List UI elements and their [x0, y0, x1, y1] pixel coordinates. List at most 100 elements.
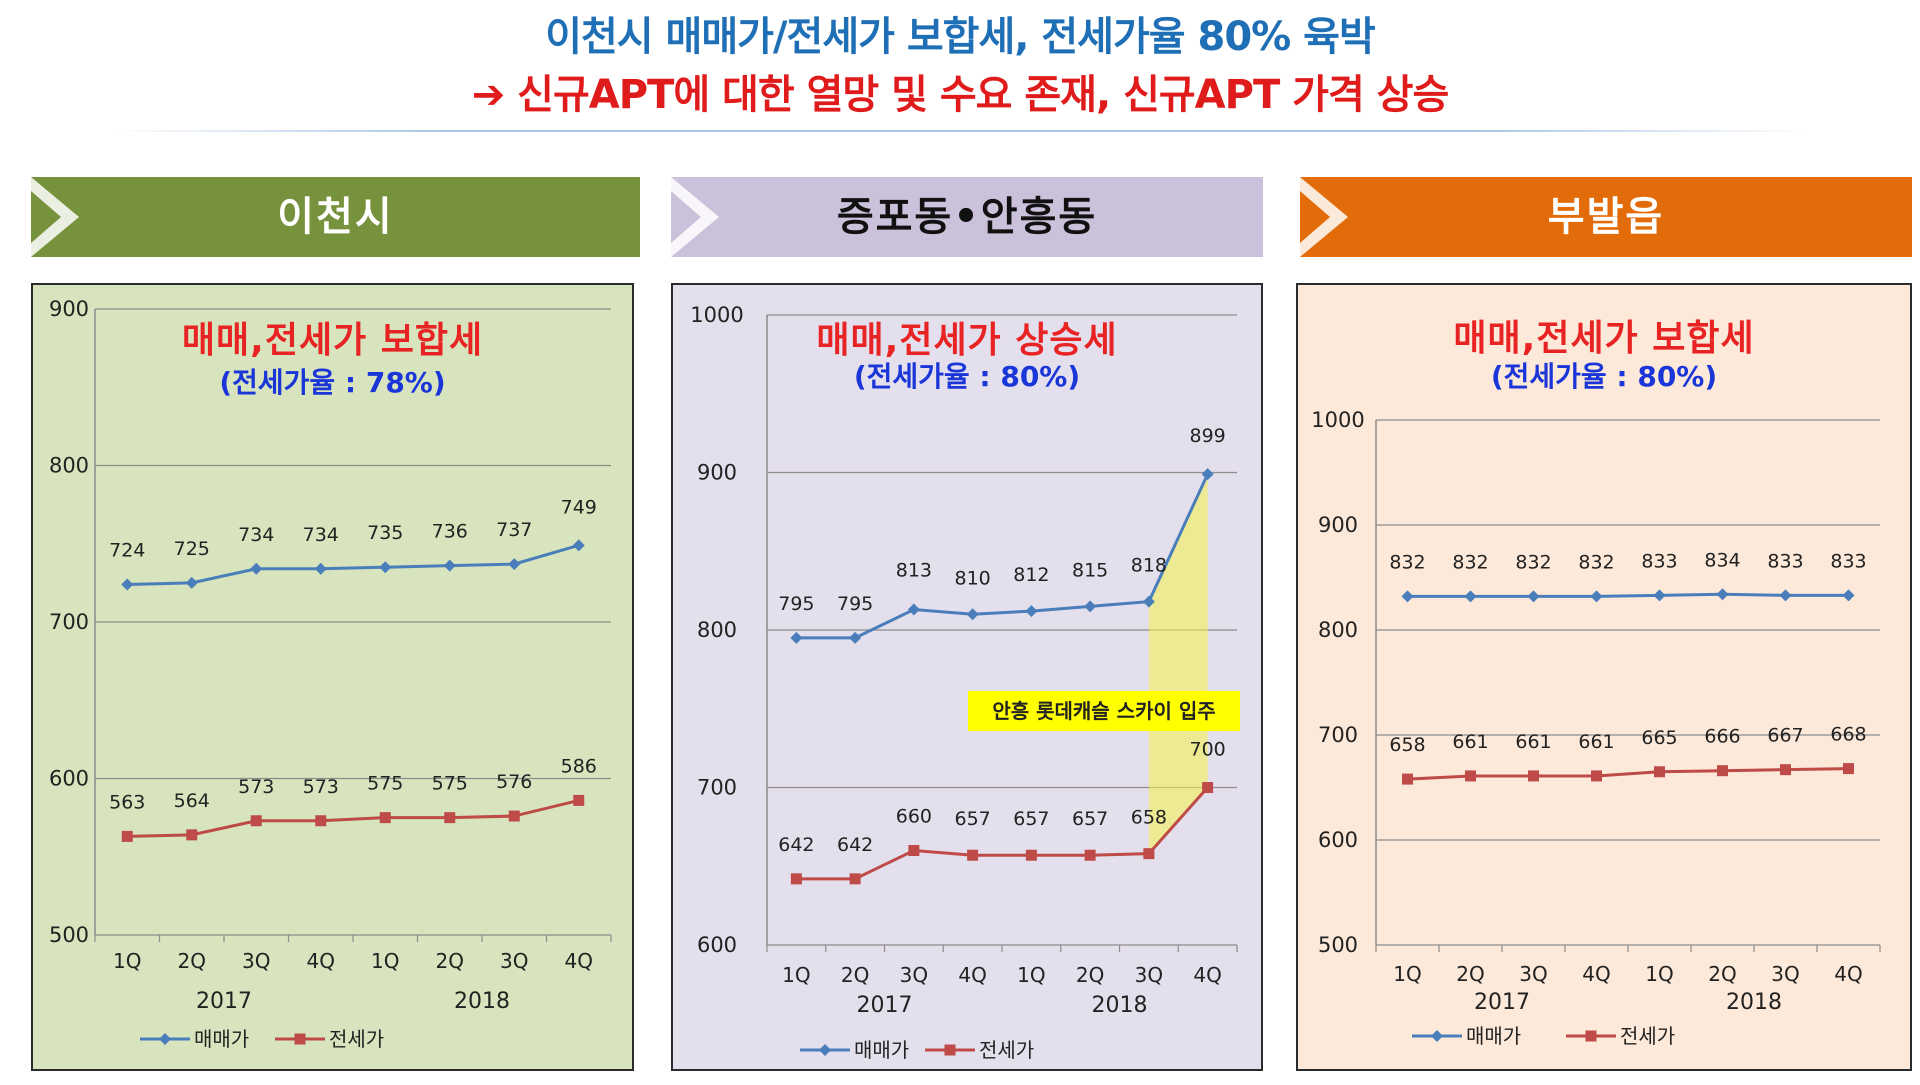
data-point	[573, 794, 585, 806]
data-label: 737	[496, 519, 532, 541]
data-point	[1402, 773, 1413, 785]
data-label: 810	[954, 567, 990, 589]
data-point	[1142, 595, 1155, 608]
x-tick-label: 4Q	[307, 949, 335, 973]
data-point	[1143, 848, 1155, 860]
data-point	[1401, 590, 1414, 603]
x-tick-label: 2Q	[1708, 962, 1736, 986]
data-label: 725	[174, 538, 210, 560]
y-tick-label: 500	[49, 923, 89, 947]
data-label: 813	[896, 560, 932, 582]
legend-label: 매매가	[854, 1038, 909, 1062]
data-point	[1843, 763, 1854, 775]
legend-marker	[944, 1044, 956, 1056]
series-line-sale	[127, 543, 580, 586]
data-label: 815	[1072, 559, 1108, 581]
data-label: 563	[109, 791, 145, 813]
y-tick-label: 600	[49, 767, 89, 791]
data-label: 667	[1767, 725, 1803, 747]
banner-arrow-shape	[671, 177, 1263, 257]
x-tick-label: 1Q	[1645, 962, 1673, 986]
data-point	[444, 812, 456, 824]
data-point	[908, 845, 920, 856]
x-tick-label: 4Q	[958, 963, 986, 987]
legend-label: 매매가	[194, 1027, 249, 1051]
banner-title: 이천시	[277, 194, 394, 240]
x-tick-label: 1Q	[113, 949, 141, 973]
data-point	[1084, 600, 1097, 613]
data-point	[185, 576, 198, 589]
line-chart-jeungpo-anheung: 600 700 800 900 1000 1Q 2Q 3Q 4Q 1Q 2Q 3Q 4Q 2017 2018…	[690, 303, 1240, 1062]
data-label: 834	[1704, 549, 1740, 571]
data-label: 812	[1013, 564, 1049, 586]
data-point	[1202, 782, 1214, 793]
data-label: 724	[109, 539, 145, 561]
headline-line1: 이천시 매매가/전세가 보합세, 전세가율 80% 육박	[545, 14, 1376, 60]
data-point	[907, 603, 920, 616]
data-label: 832	[1515, 551, 1551, 573]
chart-panel-bubal: 500 600 700 800 900 1000 1Q 2Q 3Q 4Q 1Q 2Q 3Q 4Q 2017 2…	[1296, 283, 1912, 1071]
headline-line2: ➔ 신규APT에 대한 열망 및 수요 존재, 신규APT 가격 상승	[471, 72, 1450, 118]
data-point	[1025, 605, 1038, 618]
x-tick-label: 4Q	[1193, 963, 1221, 987]
data-point	[315, 815, 327, 827]
data-label: 658	[1389, 734, 1425, 756]
legend-marker	[294, 1033, 306, 1045]
data-label: 575	[367, 773, 403, 795]
data-point	[790, 631, 803, 644]
year-label: 2018	[1092, 993, 1148, 1018]
data-label: 665	[1641, 727, 1677, 749]
data-point	[1084, 849, 1096, 861]
banner-arrow-shape	[1300, 177, 1912, 257]
series-line-jeonse	[796, 786, 1209, 881]
year-label: 2017	[196, 989, 252, 1014]
data-label: 818	[1131, 555, 1167, 577]
data-point	[1842, 589, 1855, 602]
data-label: 795	[778, 593, 814, 615]
x-tick-label: 2Q	[1456, 962, 1484, 986]
y-tick-label: 1000	[690, 303, 743, 327]
data-label: 833	[1830, 550, 1866, 572]
data-point	[1779, 589, 1792, 602]
data-label: 832	[1452, 551, 1488, 573]
data-point	[379, 561, 392, 574]
data-point	[186, 829, 198, 841]
legend-marker	[819, 1044, 831, 1056]
data-point	[790, 873, 802, 885]
data-label: 832	[1578, 551, 1614, 573]
y-tick-label: 700	[49, 610, 89, 634]
banner-icheon: 이천시	[31, 177, 640, 257]
data-label: 833	[1767, 550, 1803, 572]
data-label: 657	[954, 808, 990, 830]
legend-label: 매매가	[1466, 1024, 1521, 1048]
y-tick-label: 1000	[1311, 408, 1364, 432]
data-point	[1716, 588, 1729, 601]
data-point	[379, 812, 391, 824]
data-label: 564	[174, 790, 210, 812]
x-tick-label: 4Q	[1834, 962, 1862, 986]
y-tick-label: 900	[1318, 513, 1358, 537]
annotation-box	[968, 691, 1240, 731]
x-tick-label: 1Q	[371, 949, 399, 973]
headline-divider	[110, 130, 1810, 132]
x-tick-label: 2Q	[178, 949, 206, 973]
data-label: 575	[432, 773, 468, 795]
data-point	[1464, 590, 1477, 603]
year-label: 2018	[454, 989, 510, 1014]
x-tick-label: 4Q	[565, 949, 593, 973]
y-tick-label: 800	[1318, 618, 1358, 642]
x-tick-label: 1Q	[782, 963, 810, 987]
series-line-sale	[1407, 592, 1849, 598]
chart-subheading: (전세가율 : 80%)	[1490, 360, 1718, 393]
y-tick-label: 800	[49, 454, 89, 478]
y-tick-label: 500	[1318, 933, 1358, 957]
data-label: 734	[238, 524, 274, 546]
chart-panel-icheon: 500 600 700 800 900 1Q 2Q 3Q 4Q 1Q 2Q 3Q 4Q 2017 2018 7…	[31, 283, 634, 1071]
y-tick-label: 700	[697, 776, 737, 800]
banner-jeungpo-anheung: 증포동•안흥동	[671, 177, 1263, 257]
x-tick-label: 1Q	[1017, 963, 1045, 987]
data-point	[443, 559, 456, 572]
data-label: 795	[837, 593, 873, 615]
year-label: 2018	[1726, 990, 1782, 1015]
x-tick-label: 4Q	[1582, 962, 1610, 986]
